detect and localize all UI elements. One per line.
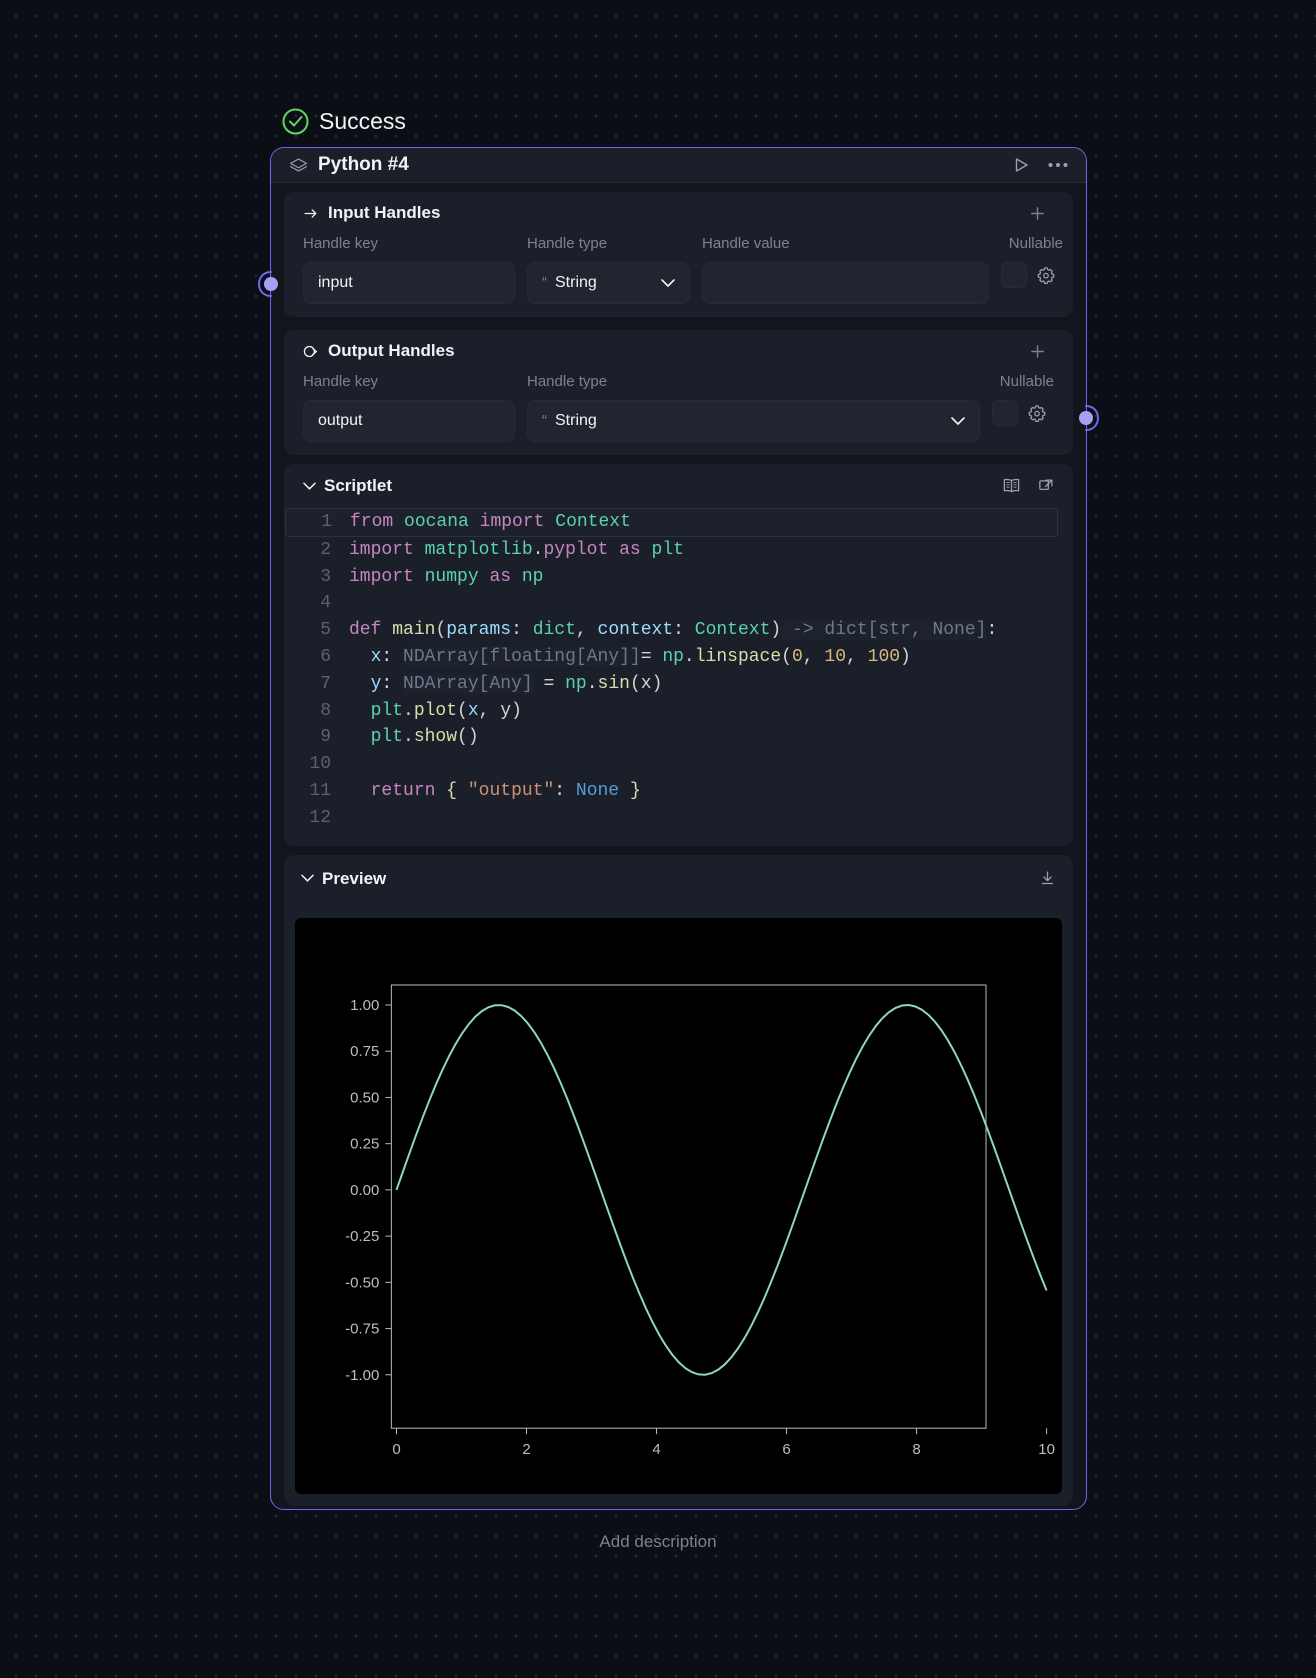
svg-text:0.00: 0.00 [350,1181,379,1198]
svg-text:0.50: 0.50 [350,1089,379,1106]
svg-text:-0.50: -0.50 [345,1274,379,1291]
svg-text:0.25: 0.25 [350,1135,379,1152]
svg-text:-0.75: -0.75 [345,1320,379,1337]
svg-text:0.75: 0.75 [350,1043,379,1060]
svg-text:6: 6 [782,1441,790,1458]
svg-text:2: 2 [522,1441,530,1458]
svg-text:8: 8 [912,1441,920,1458]
svg-text:1.00: 1.00 [350,997,379,1014]
svg-text:-1.00: -1.00 [345,1366,379,1383]
svg-text:4: 4 [652,1441,660,1458]
svg-text:-0.25: -0.25 [345,1228,379,1245]
svg-text:10: 10 [1038,1441,1055,1458]
svg-text:0: 0 [392,1441,400,1458]
